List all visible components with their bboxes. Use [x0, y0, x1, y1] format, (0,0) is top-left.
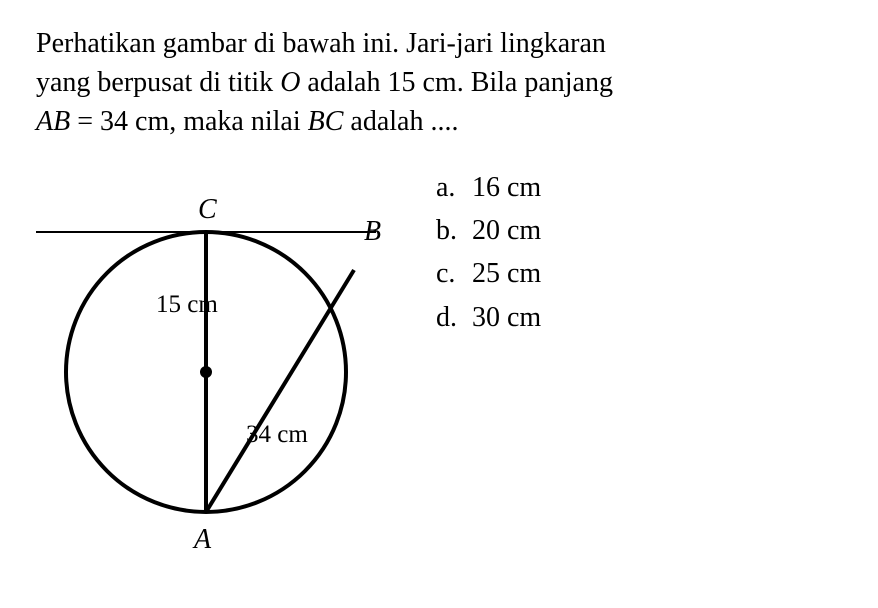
- question-line2-p2: adalah 15 cm. Bila panjang: [300, 67, 613, 98]
- center-dot: [200, 366, 212, 378]
- question-line3-p2: adalah ....: [343, 106, 458, 137]
- question-text: Perhatikan gambar di bawah ini. Jari-jar…: [36, 24, 842, 142]
- options-list: a. 16 cm b. 20 cm c. 25 cm d. 30 cm: [416, 162, 541, 340]
- question-line2-p1: yang berpusat di titik: [36, 67, 280, 98]
- label-A: A: [192, 524, 212, 555]
- option-a-text: 16 cm: [472, 166, 541, 209]
- option-a: a. 16 cm: [436, 166, 541, 209]
- option-b: b. 20 cm: [436, 209, 541, 252]
- option-c-text: 25 cm: [472, 252, 541, 295]
- option-d-letter: d.: [436, 296, 472, 339]
- chord-AB: [206, 270, 354, 512]
- option-d: d. 30 cm: [436, 296, 541, 339]
- label-AB-length: 34 cm: [246, 421, 308, 448]
- option-d-text: 30 cm: [472, 296, 541, 339]
- option-c-letter: c.: [436, 252, 472, 295]
- content-row: C B A 15 cm 34 cm a. 16 cm b. 20 cm c. 2…: [36, 162, 842, 542]
- option-b-letter: b.: [436, 209, 472, 252]
- question-AB: AB: [36, 106, 70, 137]
- question-line1: Perhatikan gambar di bawah ini. Jari-jar…: [36, 28, 606, 59]
- question-O: O: [280, 67, 300, 98]
- question-BC: BC: [308, 106, 344, 137]
- label-radius: 15 cm: [156, 291, 218, 318]
- label-C: C: [198, 194, 217, 225]
- label-B: B: [364, 216, 381, 247]
- option-a-letter: a.: [436, 166, 472, 209]
- circle-diagram-svg: C B A 15 cm 34 cm: [36, 162, 416, 562]
- geometry-diagram: C B A 15 cm 34 cm: [36, 162, 416, 542]
- question-line3-p1: = 34 cm, maka nilai: [70, 106, 307, 137]
- option-b-text: 20 cm: [472, 209, 541, 252]
- option-c: c. 25 cm: [436, 252, 541, 295]
